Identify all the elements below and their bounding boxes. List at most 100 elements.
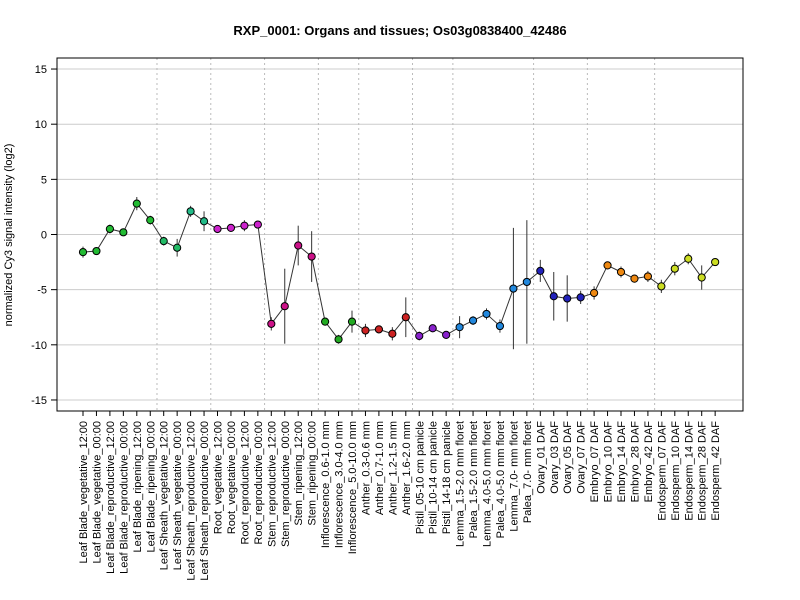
x-tick-label: Embryo_07 DAF xyxy=(589,421,601,503)
data-point xyxy=(522,277,531,287)
data-point xyxy=(482,309,491,319)
data-point xyxy=(92,246,101,256)
data-point xyxy=(240,221,249,230)
y-tick-label: -10 xyxy=(31,340,47,352)
x-tick-label: Anther_0.7-1.0 mm xyxy=(374,421,386,515)
x-tick-label: Leaf Sheath_reproductive_12:00 xyxy=(186,421,198,581)
data-point xyxy=(643,272,653,281)
x-tick-label: Inflorescence_0.6-1.0 mm xyxy=(320,421,332,548)
x-tick-label: Embryo_28 DAF xyxy=(629,421,641,503)
data-point xyxy=(576,293,585,302)
x-tick-label: Embryo_10 DAF xyxy=(603,421,615,503)
x-tick-label: Leaf Blade_reproductive_12:00 xyxy=(105,421,117,574)
chart-title: RXP_0001: Organs and tissues; Os03g08384… xyxy=(233,23,566,38)
data-point xyxy=(267,319,276,328)
x-tick-label: Endosperm_28 DAF xyxy=(697,421,709,521)
data-point xyxy=(186,207,195,216)
data-point xyxy=(334,335,343,344)
data-point xyxy=(226,223,236,232)
x-tick-label: Ovary_03 DAF xyxy=(549,421,561,494)
x-tick-label: Pistil_10-14 cm panicle xyxy=(428,421,440,534)
x-tick-label: Lemma_4.0-5.0 mm floret xyxy=(482,421,494,547)
plot-area: -15 -10 -5 0 5 10 15 Leaf Blade_vegetative_12:0… xyxy=(31,57,744,581)
data-point xyxy=(119,228,128,237)
x-tick-label: Root_reproductive_00:00 xyxy=(253,421,265,545)
data-point xyxy=(347,317,357,326)
data-point xyxy=(616,267,626,277)
data-point xyxy=(603,261,612,270)
x-tick-label: Lemma_7.0- mm floret xyxy=(508,421,520,532)
x-tick-label: Pistil_05-10 cm panicle xyxy=(414,421,426,534)
data-point xyxy=(536,266,545,276)
data-point xyxy=(173,243,182,252)
y-axis-label: normalized Cy3 signal intensity (log2) xyxy=(3,144,15,327)
data-point xyxy=(132,199,141,208)
x-tick-label: Stem_reproductive_12:00 xyxy=(266,421,278,547)
x-tick-label: Ovary_01 DAF xyxy=(535,421,547,494)
x-tick-label: Lemma_1.5-2.0 mm floret xyxy=(455,421,467,547)
y-tick-label: 0 xyxy=(41,230,47,242)
x-tick-label: Endosperm_07 DAF xyxy=(656,421,668,521)
x-tick-label: Endosperm_14 DAF xyxy=(683,421,695,521)
data-point xyxy=(711,257,720,267)
data-point xyxy=(590,288,599,298)
data-point xyxy=(442,330,451,339)
x-tick-label: Endosperm_10 DAF xyxy=(670,421,682,521)
data-point xyxy=(509,284,518,293)
data-point xyxy=(78,248,88,257)
x-tick-label: Leaf Blade_ripening_00:00 xyxy=(145,421,157,553)
data-point xyxy=(307,252,316,261)
y-tick-label: -5 xyxy=(37,285,47,297)
data-point xyxy=(495,321,505,331)
data-point xyxy=(455,323,464,332)
x-tick-label: Palea_1.5-2.0 mm floret xyxy=(468,421,480,538)
x-tick-label: Leaf Sheath_reproductive_00:00 xyxy=(199,421,211,581)
x-tick-label: Stem_ripening_12:00 xyxy=(293,421,305,526)
x-tick-label: Leaf Blade_reproductive_00:00 xyxy=(118,421,130,574)
data-point xyxy=(415,331,424,341)
data-point xyxy=(199,217,209,226)
data-point xyxy=(657,282,666,291)
data-point xyxy=(361,326,370,335)
data-point xyxy=(159,237,168,246)
data-point xyxy=(280,302,289,311)
x-tick-label: Anther_0.3-0.6 mm xyxy=(360,421,372,515)
data-point xyxy=(697,273,706,282)
x-tick-label: Leaf Sheath_vegetative_00:00 xyxy=(172,421,184,570)
x-tick-label: Leaf Blade_vegetative_00:00 xyxy=(91,421,103,564)
data-point xyxy=(401,313,410,322)
x-tick-label: Ovary_07 DAF xyxy=(576,421,588,494)
x-tick-label: Anther_1.2-1.5 mm xyxy=(387,421,399,515)
x-tick-label: Anther_1.6-2.0 mm xyxy=(401,421,413,515)
y-tick-label: 5 xyxy=(41,174,47,186)
y-tick-label: 15 xyxy=(35,64,47,76)
x-tick-label: Ovary_05 DAF xyxy=(562,421,574,494)
x-tick-label: Palea_7.0- mm floret xyxy=(522,421,534,523)
x-tick-label: Pistil_14-18 cm panicle xyxy=(441,421,453,534)
x-tick-label: Leaf Blade_ripening_12:00 xyxy=(132,421,144,553)
x-tick-label: Endosperm_42 DAF xyxy=(710,421,722,521)
x-tick-label: Leaf Sheath_vegetative_12:00 xyxy=(159,421,171,570)
x-tick-label: Root_vegetative_12:00 xyxy=(213,421,225,534)
x-tick-label: Stem_reproductive_00:00 xyxy=(280,421,292,547)
x-tick-label: Inflorescence_3.0-4.0 mm xyxy=(334,421,346,548)
data-point xyxy=(294,241,303,250)
data-point xyxy=(670,264,679,273)
data-point xyxy=(146,216,155,225)
data-point xyxy=(428,324,437,333)
y-tick-label: -15 xyxy=(31,395,47,407)
x-tick-label: Root_reproductive_12:00 xyxy=(239,421,251,545)
x-tick-label: Embryo_42 DAF xyxy=(643,421,655,503)
data-point xyxy=(684,254,693,263)
y-tick-label: 10 xyxy=(35,119,47,131)
x-tick-label: Inflorescence_5.0-10.0 mm xyxy=(347,421,359,554)
x-tick-label: Root_vegetative_00:00 xyxy=(226,421,238,534)
x-tick-label: Palea_4.0-5.0 mm floret xyxy=(495,421,507,538)
data-point xyxy=(213,224,222,234)
data-point xyxy=(468,316,478,325)
x-tick-label: Stem_ripening_00:00 xyxy=(307,421,319,526)
data-point xyxy=(105,224,115,234)
data-point xyxy=(253,220,262,229)
data-point xyxy=(563,294,572,303)
